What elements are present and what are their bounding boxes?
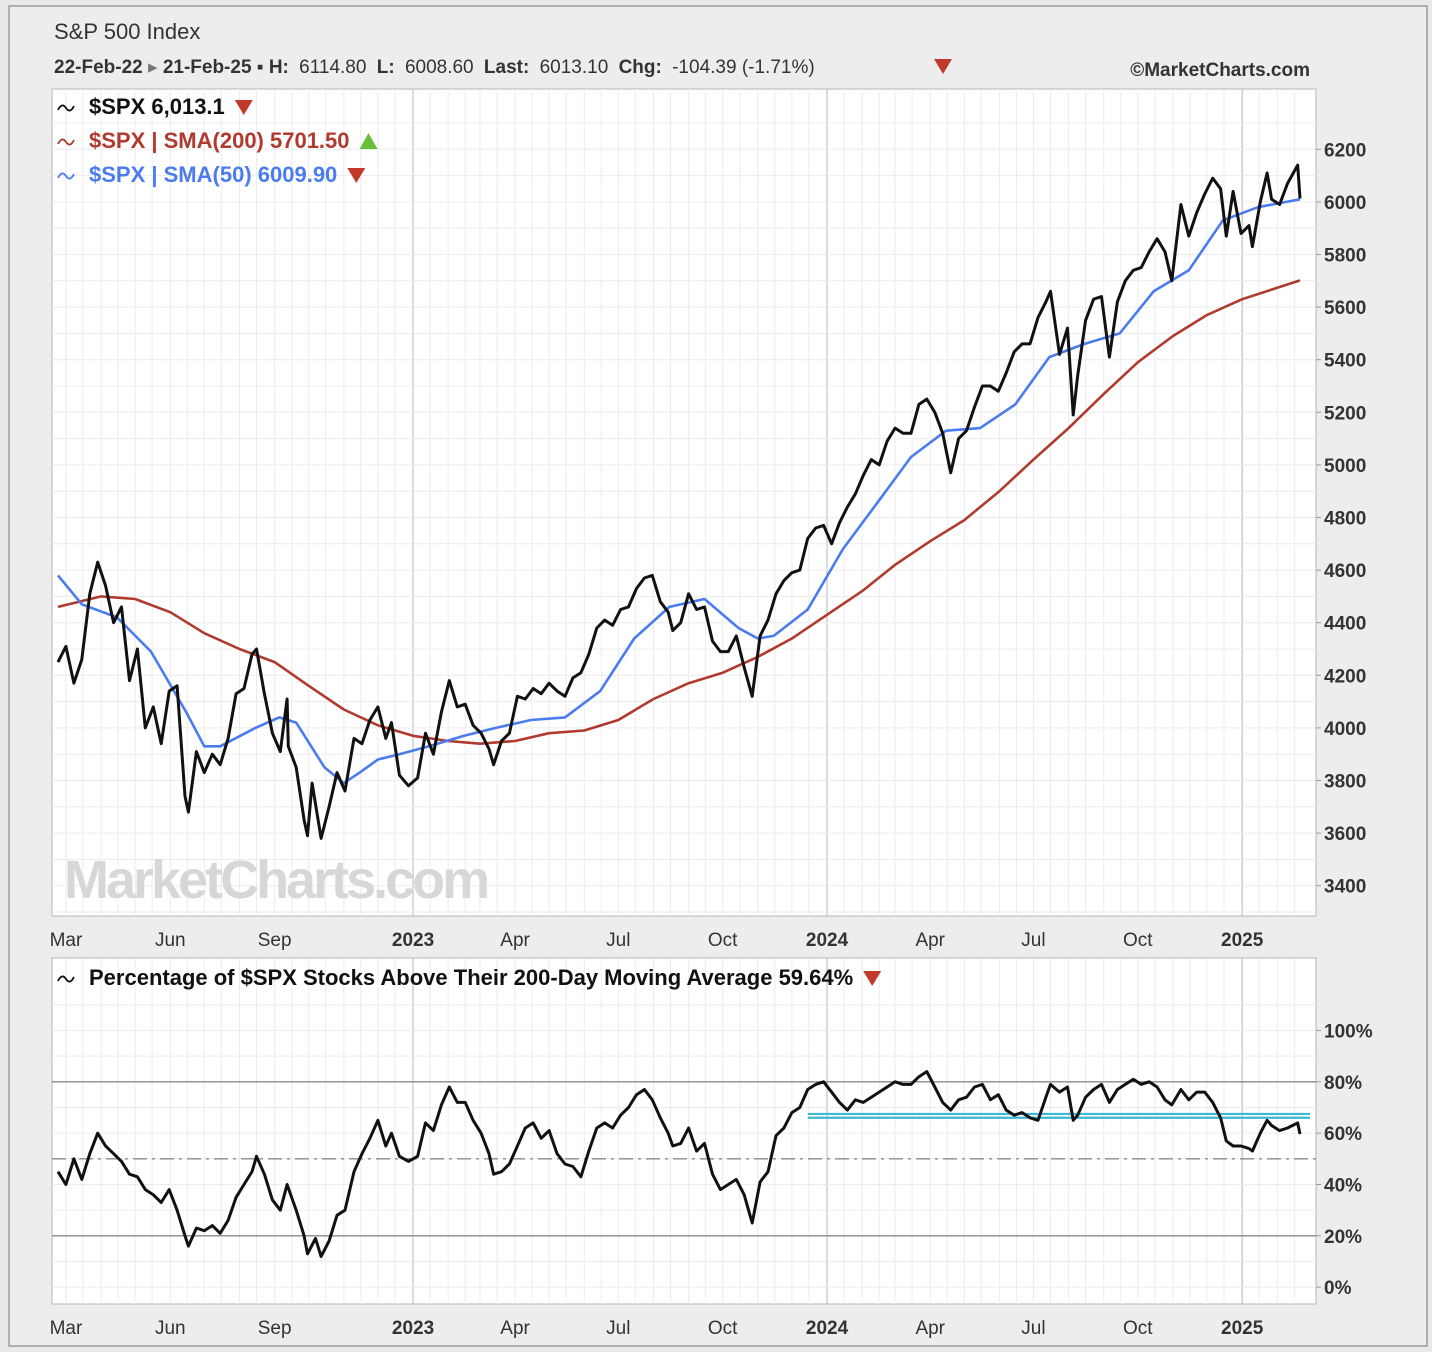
- price-ytick-label: 5200: [1324, 403, 1366, 424]
- sma200-line: [57, 279, 1301, 746]
- copyright-label: ©MarketCharts.com: [1130, 60, 1310, 81]
- price-ytick-label: 6000: [1324, 193, 1366, 214]
- high-value: 6114.80: [299, 57, 366, 78]
- low-value: 6008.60: [405, 57, 474, 78]
- price-ytick-label: 4200: [1324, 666, 1366, 687]
- breadth-ytick-label: 40%: [1324, 1176, 1362, 1197]
- date-start: 22-Feb-22: [54, 57, 143, 78]
- breadth-x-axis: Mar Jun Sep 2023 Apr Jul Oct 2024 Apr Jul Oct 2025: [50, 1318, 1264, 1339]
- date-end: 21-Feb-25: [163, 57, 252, 78]
- breadth-xtick-label: Oct: [708, 1318, 738, 1339]
- price-xtick-label: 2025: [1221, 930, 1264, 951]
- breadth-panel: [51, 957, 1317, 1305]
- last-value: 6013.10: [540, 57, 609, 78]
- legend-sma200: $SPX | SMA(200) 5701.50: [89, 128, 350, 153]
- breadth-xtick-label: Sep: [258, 1318, 292, 1339]
- legend-spx-down-arrow-icon: [234, 100, 253, 115]
- price-panel: [51, 88, 1317, 917]
- price-ytick-label: 4600: [1324, 561, 1366, 582]
- breadth-series: [52, 1070, 1316, 1258]
- breadth-xtick-label: Jun: [155, 1318, 186, 1339]
- breadth-xtick-label: 2023: [392, 1318, 434, 1339]
- breadth-xtick-label: Jul: [606, 1318, 630, 1339]
- legend-line-icon: [57, 104, 75, 112]
- breadth-xtick-label: Oct: [1123, 1318, 1153, 1339]
- breadth-xtick-label: Mar: [50, 1318, 83, 1339]
- price-xtick-label: Apr: [500, 930, 530, 951]
- legend-sma200-up-arrow-icon: [359, 133, 378, 149]
- price-legend: $SPX 6,013.1 $SPX | SMA(200) 5701.50 $SP…: [57, 94, 378, 187]
- price-xtick-label: Jul: [606, 930, 630, 951]
- chg-label: Chg:: [619, 57, 662, 78]
- legend-breadth: Percentage of $SPX Stocks Above Their 20…: [89, 965, 853, 990]
- price-series: [56, 163, 1302, 840]
- breadth-xtick-label: Jul: [1021, 1318, 1045, 1339]
- price-ytick-label: 5400: [1324, 351, 1366, 372]
- low-label: L:: [377, 57, 395, 78]
- price-y-axis: 3400 3600 3800 4000 4200 4400 4600 4800 5000 5200…: [1316, 140, 1366, 898]
- legend-spx: $SPX 6,013.1: [89, 94, 225, 119]
- price-xtick-label: Oct: [708, 930, 738, 951]
- price-xtick-label: Jul: [1021, 930, 1045, 951]
- header-down-arrow-icon: [934, 59, 952, 74]
- spx-line: [56, 163, 1302, 840]
- price-xtick-label: Sep: [258, 930, 292, 951]
- price-ytick-label: 4000: [1324, 719, 1366, 740]
- price-ytick-label: 4400: [1324, 614, 1366, 635]
- header-separator-icon: ▪: [257, 57, 269, 78]
- price-ytick-label: 5800: [1324, 246, 1366, 267]
- chg-value: -104.39 (-1.71%): [672, 57, 815, 78]
- price-xtick-label: Mar: [50, 930, 83, 951]
- price-ytick-label: 6200: [1324, 140, 1366, 161]
- breadth-ytick-label: 80%: [1324, 1073, 1362, 1094]
- breadth-xtick-label: 2025: [1221, 1318, 1264, 1339]
- breadth-ytick-label: 20%: [1324, 1227, 1362, 1248]
- date-arrow-icon: ▸: [148, 57, 163, 78]
- breadth-xtick-label: Apr: [500, 1318, 530, 1339]
- breadth-ytick-label: 100%: [1324, 1022, 1373, 1043]
- legend-sma50-down-arrow-icon: [347, 168, 366, 183]
- legend-line-icon: [57, 975, 75, 983]
- legend-line-icon: [57, 138, 75, 146]
- watermark: MarketCharts.com: [64, 850, 487, 910]
- price-xtick-label: 2024: [806, 930, 849, 951]
- price-ytick-label: 3800: [1324, 772, 1366, 793]
- breadth-y-axis: 0% 20% 40% 60% 80% 100%: [1316, 1022, 1373, 1299]
- price-xtick-label: Apr: [915, 930, 945, 951]
- price-xtick-label: 2023: [392, 930, 434, 951]
- breadth-ytick-label: 60%: [1324, 1124, 1362, 1145]
- price-ytick-label: 3400: [1324, 877, 1366, 898]
- last-label: Last:: [484, 57, 529, 78]
- breadth-xtick-label: 2024: [806, 1318, 849, 1339]
- high-label: H:: [269, 57, 289, 78]
- price-xtick-label: Jun: [155, 930, 186, 951]
- price-xtick-label: Oct: [1123, 930, 1153, 951]
- breadth-legend: Percentage of $SPX Stocks Above Their 20…: [57, 965, 882, 990]
- breadth-xtick-label: Apr: [915, 1318, 945, 1339]
- breadth-ytick-label: 0%: [1324, 1278, 1352, 1299]
- breadth-line: [56, 1070, 1302, 1258]
- price-ytick-label: 3600: [1324, 824, 1366, 845]
- price-ytick-label: 5600: [1324, 298, 1366, 319]
- chart-title: S&P 500 Index: [54, 19, 200, 44]
- sma50-line: [56, 198, 1301, 785]
- legend-line-icon: [57, 172, 75, 180]
- legend-breadth-down-arrow-icon: [863, 971, 882, 986]
- price-x-axis: Mar Jun Sep 2023 Apr Jul Oct 2024 Apr Jul Oct 2025: [50, 930, 1264, 951]
- header-summary: 22-Feb-22 ▸ 21-Feb-25 ▪ H: 6114.80 L: 60…: [54, 57, 815, 78]
- price-ytick-label: 5000: [1324, 456, 1366, 477]
- legend-sma50: $SPX | SMA(50) 6009.90: [89, 162, 337, 187]
- price-ytick-label: 4800: [1324, 509, 1366, 530]
